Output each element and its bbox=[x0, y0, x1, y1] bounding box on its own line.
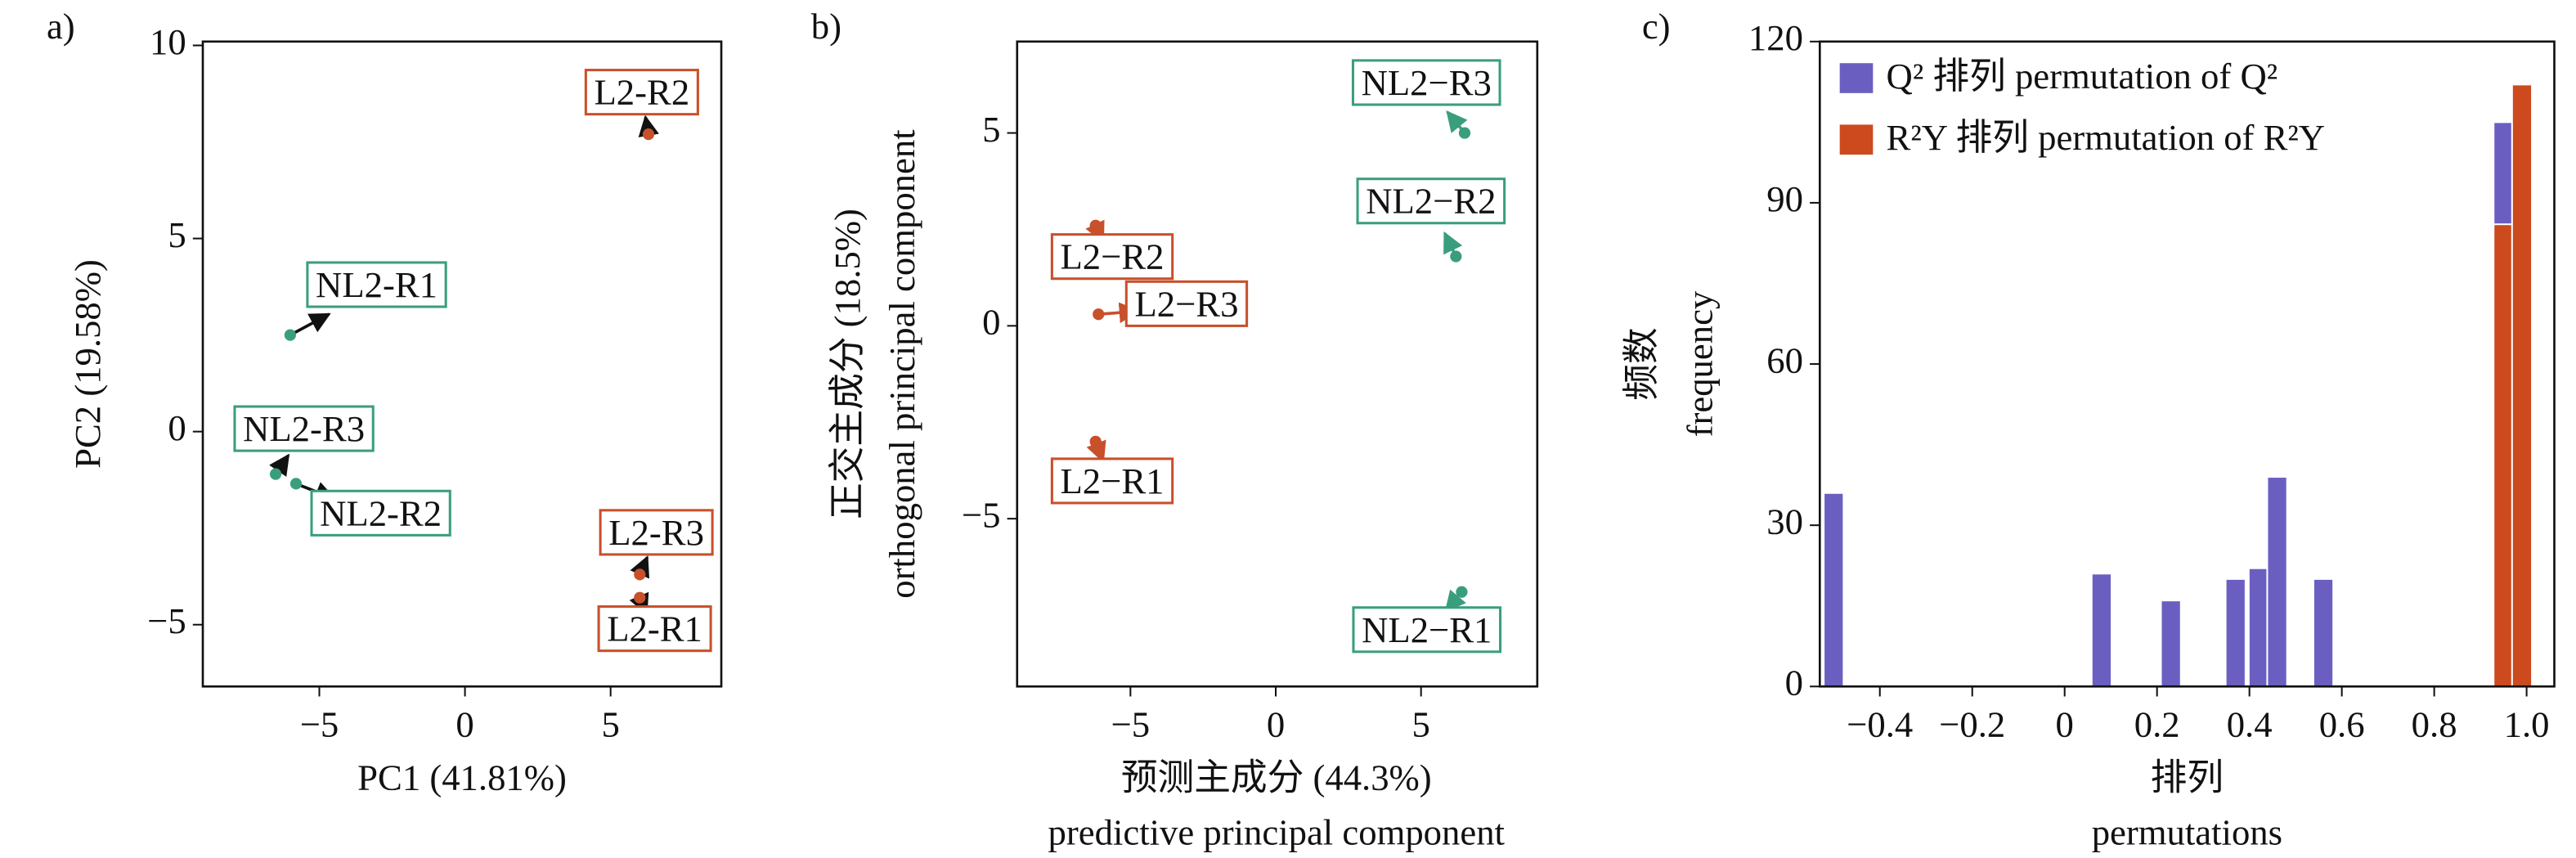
y-tick-label: 0 bbox=[982, 302, 1000, 343]
y-tick-label: −5 bbox=[962, 494, 1001, 535]
x-tick-label: 1.0 bbox=[2504, 703, 2550, 744]
bar bbox=[2312, 577, 2335, 688]
label-box bbox=[599, 509, 714, 556]
x-tick-label: 5 bbox=[1412, 703, 1430, 744]
x-axis-label: permutations bbox=[2092, 811, 2282, 852]
label-box bbox=[1352, 606, 1502, 654]
x-axis-label: 预测主成分 (44.3%) bbox=[1121, 757, 1432, 797]
label-box bbox=[1356, 177, 1506, 225]
label-box bbox=[597, 605, 712, 653]
point bbox=[289, 478, 303, 490]
panel-label: a) bbox=[47, 6, 75, 47]
point bbox=[1456, 586, 1468, 598]
y-tick-label: 90 bbox=[1766, 178, 1803, 219]
y-axis-label: 正交主成分 (18.5%) bbox=[827, 209, 868, 519]
bar bbox=[2493, 223, 2515, 688]
y-tick-label: −5 bbox=[147, 600, 186, 641]
point bbox=[1093, 308, 1105, 321]
x-tick-label: −0.4 bbox=[1847, 703, 1913, 744]
point bbox=[634, 591, 646, 604]
point bbox=[642, 128, 655, 141]
label-box bbox=[1050, 233, 1174, 281]
bar bbox=[2511, 83, 2533, 688]
y-axis-label: 频数 bbox=[1621, 327, 1662, 400]
y-axis-label: frequency bbox=[1679, 290, 1720, 437]
arrow bbox=[289, 312, 331, 337]
point-label: NL2−R1 bbox=[1362, 609, 1492, 650]
point bbox=[634, 568, 646, 581]
x-tick-label: −5 bbox=[1111, 703, 1151, 744]
x-axis-label: PC1 (41.81%) bbox=[357, 757, 567, 797]
point-label: NL2-R1 bbox=[316, 264, 438, 305]
x-tick-label: 0.8 bbox=[2412, 703, 2457, 744]
legend-swatch bbox=[1839, 63, 1874, 93]
x-tick-label: 0.6 bbox=[2319, 703, 2365, 744]
point bbox=[1450, 250, 1462, 263]
legend-label: R²Y 排列 permutation of R²Y bbox=[1887, 117, 2326, 158]
label-box bbox=[1050, 457, 1174, 505]
bar bbox=[2266, 476, 2288, 688]
bar bbox=[2247, 567, 2270, 688]
point bbox=[1089, 435, 1102, 447]
y-tick-label: 120 bbox=[1748, 17, 1803, 58]
x-tick-label: 0.4 bbox=[2227, 703, 2273, 744]
panel-label: b) bbox=[811, 6, 841, 47]
point-label: NL2−R3 bbox=[1362, 62, 1492, 103]
point-label: L2-R1 bbox=[607, 609, 702, 649]
x-tick-label: 0 bbox=[1267, 703, 1285, 744]
x-tick-label: 5 bbox=[602, 703, 620, 744]
y-tick-label: 0 bbox=[1785, 663, 1803, 703]
y-tick-label: 10 bbox=[150, 21, 186, 62]
bar bbox=[1823, 492, 1845, 688]
point bbox=[1458, 127, 1471, 139]
y-axis-label: orthogonal principal component bbox=[882, 129, 922, 599]
label-box bbox=[1124, 280, 1249, 327]
y-tick-label: 0 bbox=[168, 407, 186, 448]
x-axis-label: predictive principal component bbox=[1048, 811, 1506, 852]
x-tick-label: −0.2 bbox=[1939, 703, 2005, 744]
x-tick-label: −5 bbox=[300, 703, 339, 744]
y-tick-label: 30 bbox=[1766, 501, 1803, 541]
x-tick-label: 0 bbox=[456, 703, 473, 744]
plot-frame bbox=[201, 40, 723, 688]
point bbox=[284, 329, 296, 341]
label-box bbox=[306, 261, 447, 308]
plot-frame bbox=[1016, 40, 1539, 688]
label-box bbox=[233, 405, 375, 452]
point-label: L2−R2 bbox=[1061, 236, 1165, 277]
point bbox=[269, 468, 282, 480]
y-tick-label: 5 bbox=[982, 109, 1000, 150]
bar bbox=[2090, 573, 2113, 688]
label-box bbox=[584, 69, 699, 116]
point bbox=[1089, 219, 1102, 231]
point-label: L2-R2 bbox=[595, 72, 690, 113]
point-label: NL2-R2 bbox=[320, 492, 442, 533]
label-box bbox=[310, 489, 451, 537]
x-tick-label: 0 bbox=[2056, 703, 2074, 744]
panel-label: c) bbox=[1642, 6, 1671, 47]
point-label: NL2-R3 bbox=[243, 408, 365, 449]
bar bbox=[2160, 600, 2182, 688]
plot-frame bbox=[1818, 40, 2556, 688]
point-label: L2-R3 bbox=[608, 512, 704, 553]
point-label: L2−R3 bbox=[1134, 283, 1238, 324]
legend-swatch bbox=[1839, 124, 1874, 155]
y-tick-label: 60 bbox=[1766, 339, 1803, 380]
y-axis-label: PC2 (19.58%) bbox=[67, 259, 108, 469]
label-box bbox=[1351, 59, 1501, 106]
point-label: NL2−R2 bbox=[1366, 181, 1496, 222]
legend-label: Q² 排列 permutation of Q² bbox=[1887, 56, 2278, 97]
x-tick-label: 0.2 bbox=[2134, 703, 2180, 744]
point-label: L2−R1 bbox=[1061, 460, 1165, 501]
y-tick-label: 5 bbox=[168, 214, 186, 255]
x-axis-label: 排列 bbox=[2151, 757, 2224, 797]
bar bbox=[2224, 577, 2246, 688]
